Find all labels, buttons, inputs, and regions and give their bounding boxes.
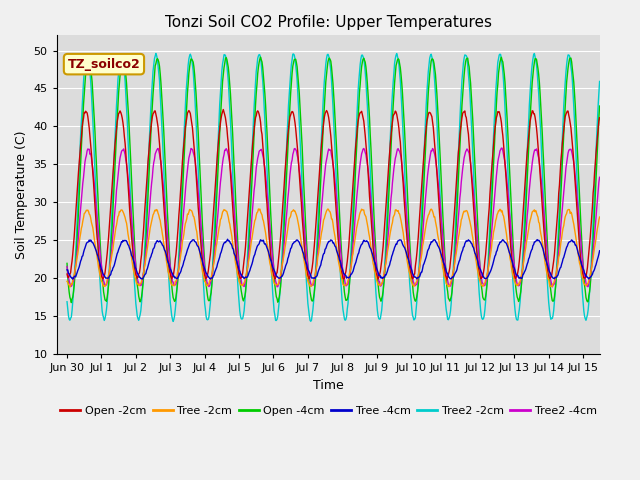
Text: TZ_soilco2: TZ_soilco2 (68, 58, 140, 71)
Legend: Open -2cm, Tree -2cm, Open -4cm, Tree -4cm, Tree2 -2cm, Tree2 -4cm: Open -2cm, Tree -2cm, Open -4cm, Tree -4… (56, 401, 601, 420)
X-axis label: Time: Time (313, 379, 344, 392)
Title: Tonzi Soil CO2 Profile: Upper Temperatures: Tonzi Soil CO2 Profile: Upper Temperatur… (165, 15, 492, 30)
Y-axis label: Soil Temperature (C): Soil Temperature (C) (15, 131, 28, 259)
